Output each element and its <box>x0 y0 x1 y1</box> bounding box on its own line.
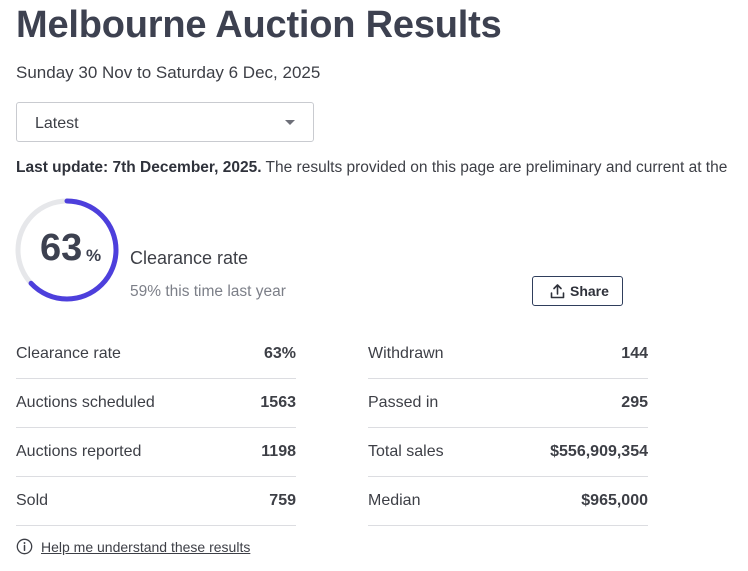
stat-label: Clearance rate <box>16 345 121 362</box>
stat-value: 759 <box>269 492 296 509</box>
stat-row-withdrawn: Withdrawn 144 <box>368 330 648 379</box>
share-label: Share <box>570 283 609 299</box>
stat-label: Auctions scheduled <box>16 394 155 411</box>
last-update-text: The results provided on this page are pr… <box>261 159 728 176</box>
stat-row-sold: Sold 759 <box>16 477 296 526</box>
stat-row-total-sales: Total sales $556,909,354 <box>368 428 648 477</box>
chevron-down-icon <box>285 120 295 125</box>
clearance-value: 63 <box>40 227 83 269</box>
stat-row-auctions-reported: Auctions reported 1198 <box>16 428 296 477</box>
period-select[interactable]: Latest <box>16 102 314 142</box>
info-icon <box>16 538 33 555</box>
page-title: Melbourne Auction Results <box>16 4 502 46</box>
stat-value: $556,909,354 <box>550 443 648 460</box>
stat-label: Total sales <box>368 443 444 460</box>
stat-row-passed-in: Passed in 295 <box>368 379 648 428</box>
stat-label: Passed in <box>368 394 439 411</box>
stat-value: 1198 <box>261 443 296 460</box>
stat-row-auctions-scheduled: Auctions scheduled 1563 <box>16 379 296 428</box>
stat-value: 63% <box>263 345 296 362</box>
stat-value: $965,000 <box>581 492 648 509</box>
clearance-unit: % <box>86 246 102 265</box>
last-update-notice: Last update: 7th December, 2025. The res… <box>16 159 727 177</box>
date-range: Sunday 30 Nov to Saturday 6 Dec, 2025 <box>16 63 321 82</box>
stat-label: Withdrawn <box>368 345 444 362</box>
gauge-arc <box>15 198 119 302</box>
clearance-label: Clearance rate <box>130 248 249 268</box>
last-update-label: Last update: 7th December, 2025. <box>16 159 262 176</box>
stat-row-clearance-rate: Clearance rate 63% <box>16 330 296 379</box>
stat-value: 1563 <box>260 394 296 411</box>
stat-value: 295 <box>621 394 648 411</box>
share-icon <box>550 284 565 299</box>
help-link-label[interactable]: Help me understand these results <box>41 538 251 555</box>
stat-value: 144 <box>621 345 648 362</box>
period-select-value: Latest <box>35 115 79 132</box>
stat-row-median: Median $965,000 <box>368 477 648 526</box>
share-button[interactable]: Share <box>532 276 623 306</box>
clearance-last-year: 59% this time last year <box>130 283 286 300</box>
stat-label: Median <box>368 492 421 509</box>
stats-table-right: Withdrawn 144 Passed in 295 Total sales … <box>368 330 648 526</box>
clearance-gauge <box>15 198 119 302</box>
stat-label: Auctions reported <box>16 443 142 460</box>
stat-label: Sold <box>16 492 49 509</box>
stats-table-left: Clearance rate 63% Auctions scheduled 15… <box>16 330 296 526</box>
help-link[interactable]: Help me understand these results <box>16 538 250 555</box>
